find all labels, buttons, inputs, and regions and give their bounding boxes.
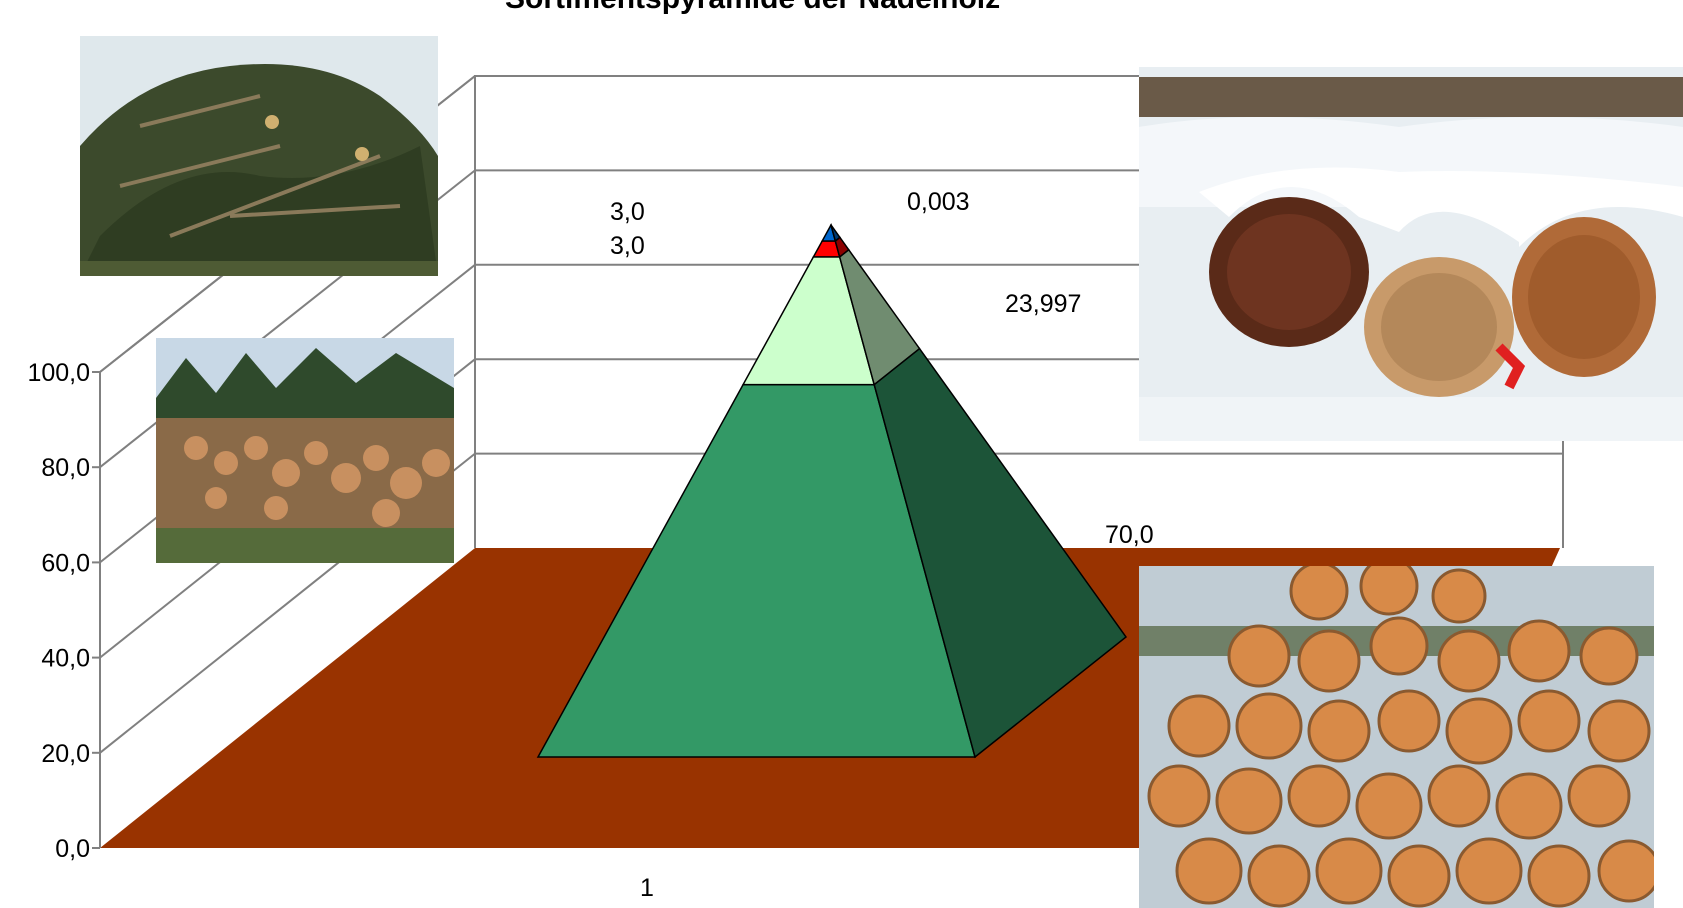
y-tick-label-0: 0,0 [55, 835, 90, 863]
y-tick-label-2: 40,0 [41, 645, 90, 673]
y-tick-label-1: 20,0 [41, 740, 90, 768]
data-label-series-0: 70,0 [1105, 521, 1154, 549]
photo-brush-pile [80, 36, 438, 276]
pyramid [536, 223, 1128, 759]
y-tick-label-3: 60,0 [41, 549, 90, 577]
x-category-label: 1 [640, 874, 654, 902]
chart-title: Sortimentspyramide der Nadelholz [505, 0, 1000, 15]
y-tick-label-5: 100,0 [27, 359, 90, 387]
data-label-series-2: 3,0 [610, 232, 645, 260]
y-tick-label-4: 80,0 [41, 454, 90, 482]
photo-log-pile [156, 338, 454, 563]
data-label-series-3: 3,0 [610, 198, 645, 226]
photo-stacked-logs [1139, 566, 1654, 908]
data-label-series-4: 0,003 [907, 188, 970, 216]
data-label-series-1: 23,997 [1005, 290, 1081, 318]
y-axis: 0,0 20,0 40,0 60,0 80,0 100,0 [27, 359, 100, 863]
photo-snow-logs [1139, 67, 1683, 441]
